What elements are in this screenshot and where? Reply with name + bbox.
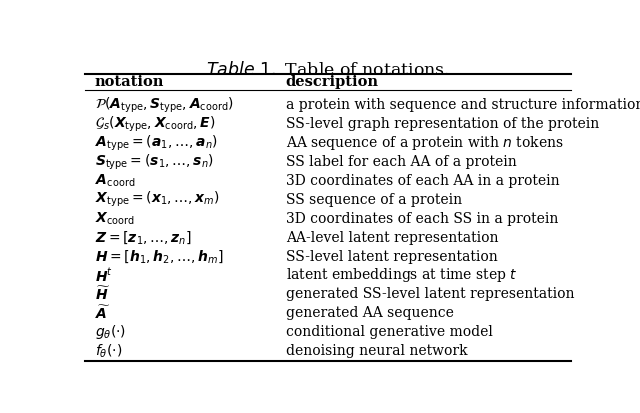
Text: 3D coordinates of each AA in a protein: 3D coordinates of each AA in a protein	[286, 174, 559, 188]
Text: latent embeddings at time step $t$: latent embeddings at time step $t$	[286, 266, 517, 285]
Text: $\boldsymbol{Z} = [\boldsymbol{z}_1,\ldots,\boldsymbol{z}_n]$: $\boldsymbol{Z} = [\boldsymbol{z}_1,\ldo…	[95, 229, 192, 246]
Text: SS label for each AA of a protein: SS label for each AA of a protein	[286, 155, 516, 169]
Text: $\boldsymbol{A}_{\mathrm{coord}}$: $\boldsymbol{A}_{\mathrm{coord}}$	[95, 173, 135, 189]
Text: 3D coordinates of each SS in a protein: 3D coordinates of each SS in a protein	[286, 211, 558, 225]
Text: $f_\theta(\cdot)$: $f_\theta(\cdot)$	[95, 342, 122, 360]
Text: $\mathcal{P}(\boldsymbol{A}_{\mathrm{type}},\boldsymbol{S}_{\mathrm{type}},\bold: $\mathcal{P}(\boldsymbol{A}_{\mathrm{typ…	[95, 95, 234, 115]
Text: $\widetilde{\boldsymbol{H}}$: $\widetilde{\boldsymbol{H}}$	[95, 286, 111, 303]
Text: AA sequence of a protein with $n$ tokens: AA sequence of a protein with $n$ tokens	[286, 134, 563, 152]
Text: $\boldsymbol{H}^t$: $\boldsymbol{H}^t$	[95, 267, 113, 284]
Text: $g_\theta(\cdot)$: $g_\theta(\cdot)$	[95, 323, 126, 341]
Text: SS sequence of a protein: SS sequence of a protein	[286, 193, 462, 207]
Text: notation: notation	[95, 75, 164, 89]
Text: $\boldsymbol{A}_{\mathrm{type}} = (\boldsymbol{a}_1,\ldots,\boldsymbol{a}_n)$: $\boldsymbol{A}_{\mathrm{type}} = (\bold…	[95, 133, 218, 153]
Text: $\boldsymbol{S}_{\mathrm{type}} = (\boldsymbol{s}_1,\ldots,\boldsymbol{s}_n)$: $\boldsymbol{S}_{\mathrm{type}} = (\bold…	[95, 152, 214, 171]
Text: description: description	[286, 75, 379, 89]
Text: denoising neural network: denoising neural network	[286, 344, 467, 358]
Text: $\boldsymbol{H} = [\boldsymbol{h}_1,\boldsymbol{h}_2,\ldots,\boldsymbol{h}_m]$: $\boldsymbol{H} = [\boldsymbol{h}_1,\bol…	[95, 248, 223, 265]
Text: $\boldsymbol{X}_{\mathrm{type}} = (\boldsymbol{x}_1,\ldots,\boldsymbol{x}_m)$: $\boldsymbol{X}_{\mathrm{type}} = (\bold…	[95, 190, 220, 209]
Text: AA-level latent representation: AA-level latent representation	[286, 230, 499, 244]
Text: $\widetilde{\boldsymbol{A}}$: $\widetilde{\boldsymbol{A}}$	[95, 304, 110, 322]
Text: $\it{Table\ 1.}$ Table of notations.: $\it{Table\ 1.}$ Table of notations.	[206, 61, 450, 79]
Text: $\mathcal{G}_s(\boldsymbol{X}_{\mathrm{type}},\boldsymbol{X}_{\mathrm{coord}},\b: $\mathcal{G}_s(\boldsymbol{X}_{\mathrm{t…	[95, 114, 216, 134]
Text: generated SS-level latent representation: generated SS-level latent representation	[286, 287, 574, 301]
Text: generated AA sequence: generated AA sequence	[286, 306, 454, 320]
Text: conditional generative model: conditional generative model	[286, 325, 493, 339]
Text: SS-level graph representation of the protein: SS-level graph representation of the pro…	[286, 117, 599, 131]
Text: a protein with sequence and structure information: a protein with sequence and structure in…	[286, 98, 640, 112]
Text: SS-level latent representation: SS-level latent representation	[286, 249, 497, 263]
Text: $\boldsymbol{X}_{\mathrm{coord}}$: $\boldsymbol{X}_{\mathrm{coord}}$	[95, 211, 135, 227]
